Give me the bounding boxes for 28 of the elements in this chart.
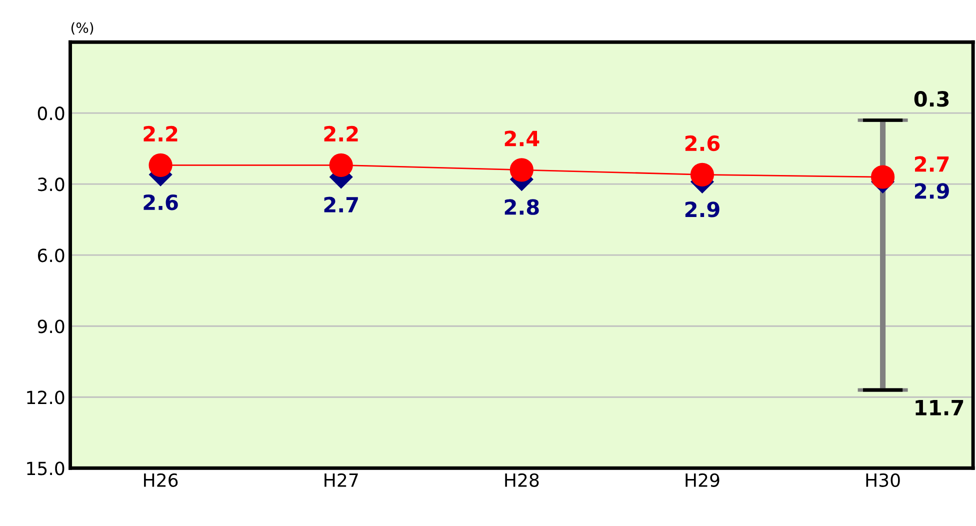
- point: [329, 153, 353, 177]
- data-label: 2.7: [324, 196, 358, 212]
- y-tick-label: 12.0: [27, 390, 64, 404]
- y-tick-label: 9.0: [38, 320, 64, 334]
- data-label: 2.4: [504, 130, 540, 146]
- data-label: 2.8: [504, 199, 539, 215]
- y-tick-label: 0.0: [38, 106, 64, 120]
- annotation: 0.3: [914, 91, 949, 107]
- y-axis-title: (%): [71, 22, 94, 35]
- x-tick-label: H29: [686, 473, 720, 487]
- annotation: 11.7: [916, 400, 964, 416]
- data-label: 2.7: [914, 156, 949, 172]
- point: [510, 158, 534, 182]
- point: [148, 153, 172, 177]
- data-label: 2.2: [144, 126, 178, 142]
- y-tick-label: 3.0: [38, 178, 64, 192]
- x-tick-label: H28: [505, 473, 539, 487]
- y-tick-label: 15.0: [27, 462, 64, 476]
- data-label: 2.9: [685, 202, 720, 218]
- data-label: 2.6: [144, 194, 178, 210]
- point: [690, 162, 714, 186]
- x-tick-label: H26: [144, 473, 178, 487]
- data-label: 2.9: [914, 183, 949, 199]
- data-label: 2.6: [685, 135, 720, 152]
- x-tick-label: H27: [324, 473, 358, 487]
- data-label: 2.2: [324, 126, 358, 142]
- y-tick-label: 6.0: [38, 248, 64, 262]
- x-tick-label: H30: [866, 473, 900, 487]
